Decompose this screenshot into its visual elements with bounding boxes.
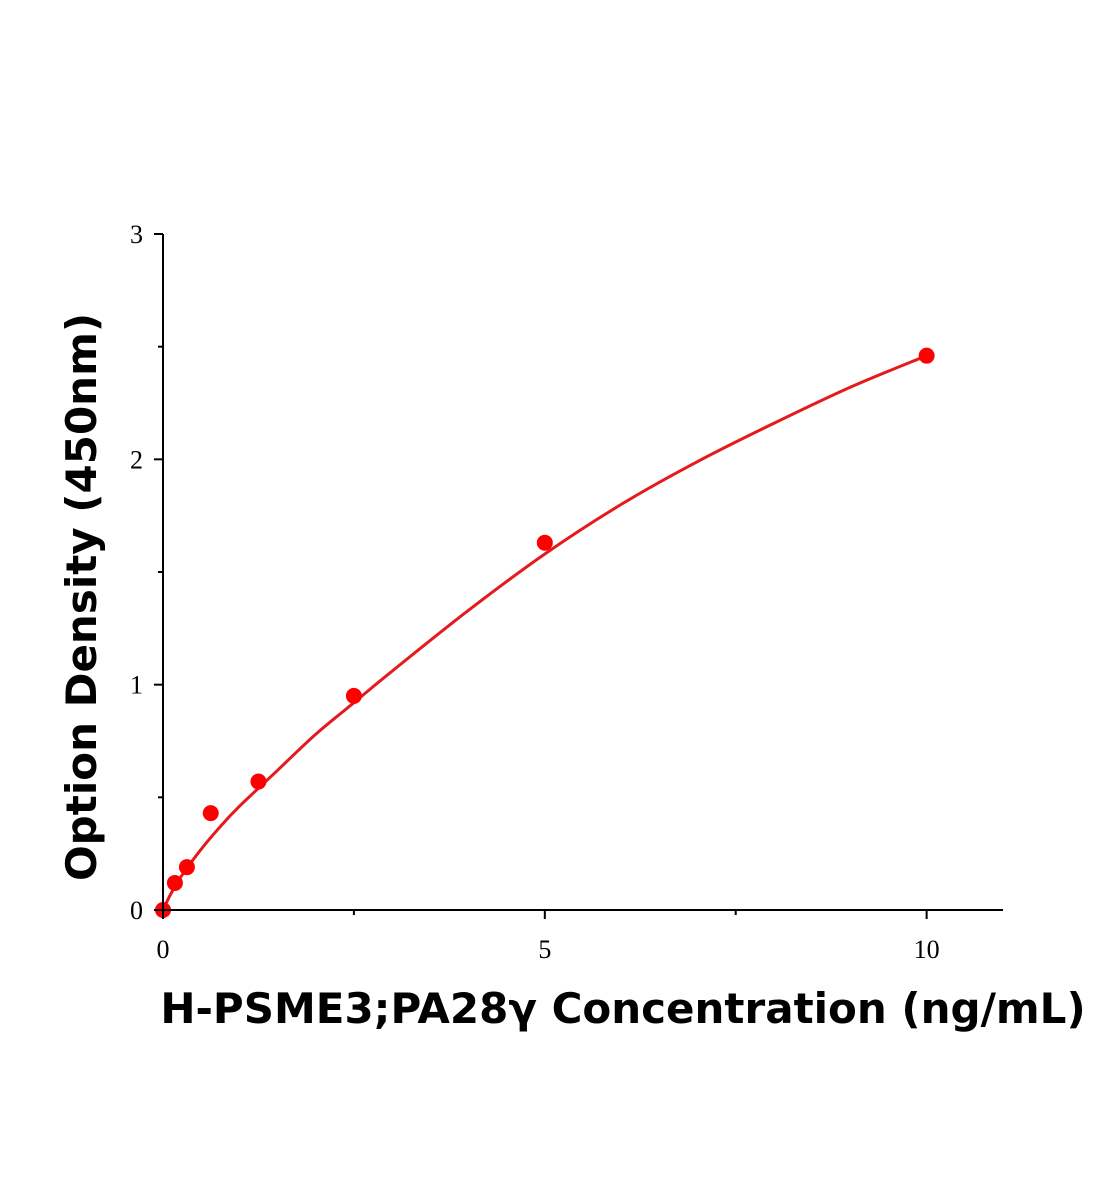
fit-curve-line — [161, 354, 928, 911]
data-point — [536, 534, 553, 551]
data-point — [178, 859, 195, 876]
plot-area — [155, 347, 935, 918]
y-tick-label: 2 — [130, 445, 143, 474]
data-point — [918, 347, 935, 364]
data-point — [202, 805, 219, 822]
x-tick-label: 5 — [538, 935, 551, 964]
x-tick-label: 10 — [914, 935, 940, 964]
y-tick-label: 1 — [130, 671, 143, 700]
y-tick-label: 0 — [130, 896, 143, 925]
axes — [162, 234, 1003, 911]
data-point — [166, 874, 183, 891]
ticks: 0 5 10 0 1 2 3 — [130, 220, 940, 964]
x-axis-title: H-PSME3;PA28γ Concentration (ng/mL) — [160, 984, 1085, 1033]
x-tick-label: 0 — [157, 935, 170, 964]
y-tick-label: 3 — [130, 220, 143, 249]
y-axis-title: Option Density (450nm) — [57, 313, 106, 881]
data-point — [250, 773, 267, 790]
data-point — [345, 687, 362, 704]
